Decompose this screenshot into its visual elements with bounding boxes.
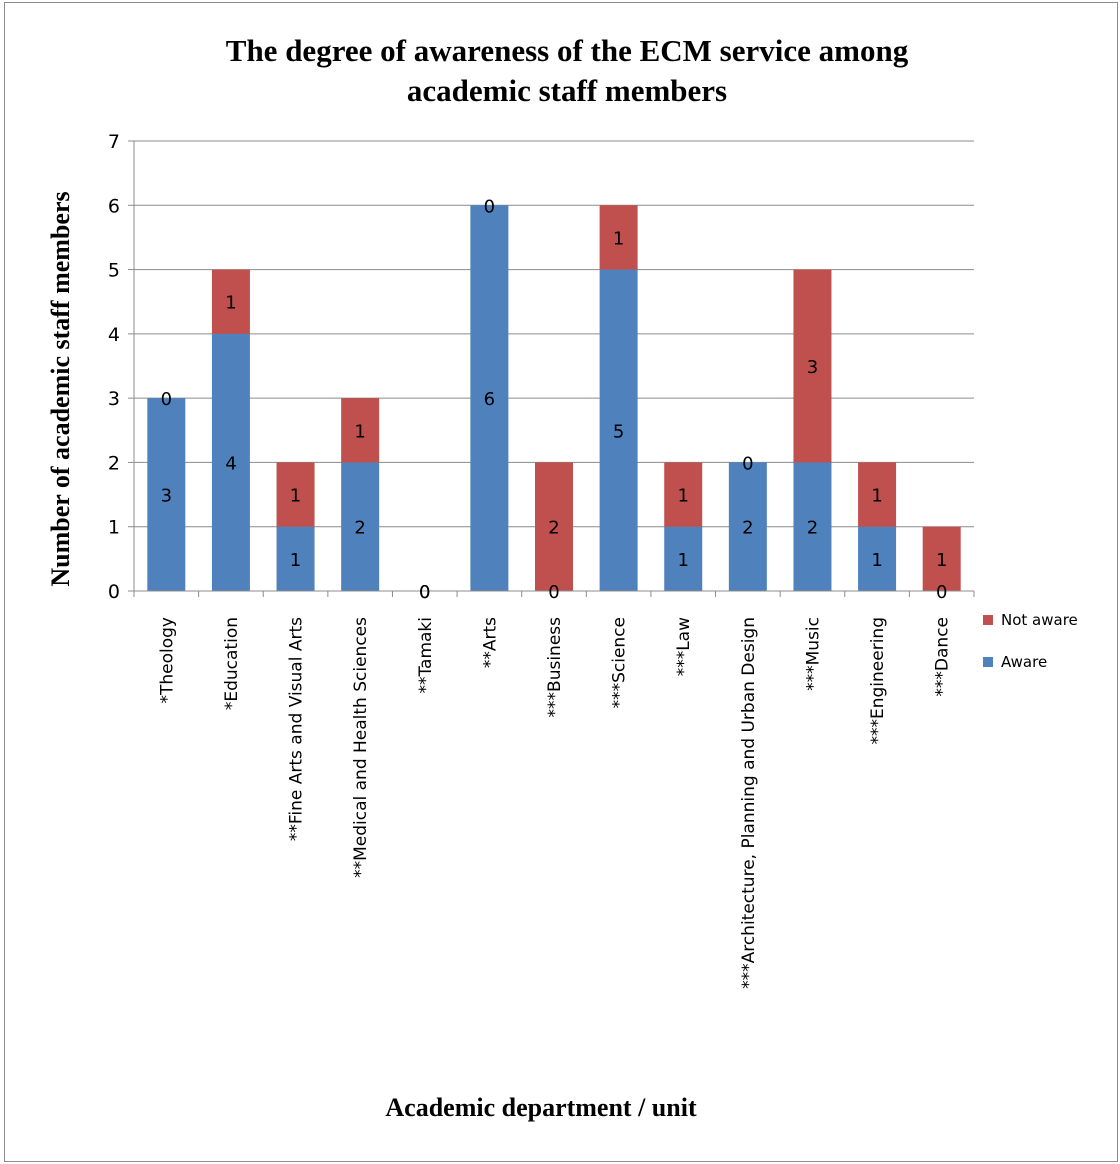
data-label-not-aware: 0 <box>742 453 753 474</box>
data-label-aware: 6 <box>484 389 495 410</box>
bar-aware-8 <box>664 526 703 591</box>
tick-labels: 0 1 2 3 4 5 6 7 *Theology *Education **Fine Arts a… <box>108 131 953 989</box>
data-label-not-aware: 3 <box>807 357 818 378</box>
legend-label-not-aware: Not aware <box>1001 611 1078 629</box>
bar-aware-3 <box>341 462 380 591</box>
data-label-not-aware: 1 <box>678 486 689 507</box>
y-axis-title: Number of academic staff members <box>46 191 75 586</box>
x-category-label: **Arts <box>480 617 500 668</box>
y-tick-label: 0 <box>108 581 120 603</box>
y-tick-label: 1 <box>108 517 120 539</box>
data-label-aware: 2 <box>742 518 753 539</box>
bar-not-aware-3 <box>341 398 380 463</box>
x-axis-title: Academic department / unit <box>385 1093 697 1122</box>
bar-not-aware-7 <box>599 205 638 270</box>
data-label-not-aware: 1 <box>290 486 301 507</box>
data-label-not-aware: 0 <box>419 582 430 603</box>
chart-frame: The degree of awareness of the ECM servi… <box>4 2 1118 1162</box>
y-tick-label: 2 <box>108 452 120 474</box>
data-label-aware: 1 <box>290 550 301 571</box>
x-category-label: ***Law <box>674 617 694 676</box>
chart-title-line-2: academic staff members <box>407 73 727 108</box>
x-category-label: ***Dance <box>933 617 953 697</box>
data-label-aware: 2 <box>354 518 365 539</box>
x-category-label: *Theology <box>157 617 177 704</box>
bar-aware-1 <box>211 333 250 591</box>
x-category-label: ***Engineering <box>868 617 888 745</box>
data-label-aware: 5 <box>613 421 624 442</box>
data-label-aware: 0 <box>419 582 430 603</box>
data-label-not-aware: 1 <box>225 293 236 314</box>
data-label-not-aware: 2 <box>548 518 559 539</box>
x-category-label: ***Music <box>803 617 823 691</box>
bar-aware-0 <box>147 398 186 591</box>
data-label-not-aware: 1 <box>871 486 882 507</box>
x-category-label: *Education <box>222 617 242 710</box>
y-tick-label: 5 <box>108 260 120 282</box>
x-category-label: **Medical and Health Sciences <box>351 617 371 878</box>
y-tick-label: 7 <box>108 131 120 153</box>
data-label-aware: 0 <box>548 582 559 603</box>
legend-swatch-not-aware <box>983 615 993 625</box>
data-label-aware: 3 <box>161 486 172 507</box>
bar-aware-9 <box>728 462 767 591</box>
y-tick-label: 4 <box>108 324 120 346</box>
bar-not-aware-6 <box>535 462 573 591</box>
bars <box>147 205 961 592</box>
bar-aware-2 <box>276 526 315 591</box>
bar-not-aware-8 <box>664 462 703 527</box>
chart-svg: The degree of awareness of the ECM servi… <box>46 33 1078 1122</box>
data-label-not-aware: 0 <box>161 389 172 410</box>
data-label-not-aware: 1 <box>354 421 365 442</box>
x-category-label: ***Architecture, Planning and Urban Desi… <box>739 617 759 989</box>
legend-label-aware: Aware <box>1001 653 1047 671</box>
data-label-aware: 2 <box>807 518 818 539</box>
bar-not-aware-11 <box>858 462 897 527</box>
x-category-label: **Tamaki <box>416 617 436 694</box>
data-label-not-aware: 1 <box>936 550 947 571</box>
data-label-not-aware: 1 <box>613 228 624 249</box>
legend-swatch-aware <box>983 657 993 667</box>
bar-not-aware-10 <box>793 269 832 463</box>
axes <box>128 140 975 597</box>
bar-aware-10 <box>793 462 832 591</box>
data-label-aware: 1 <box>871 550 882 571</box>
bar-aware-7 <box>599 269 638 591</box>
bar-aware-5 <box>470 205 509 592</box>
bar-not-aware-12 <box>922 526 961 591</box>
x-category-label: ***Business <box>545 617 565 718</box>
bar-aware-11 <box>858 526 897 591</box>
bar-not-aware-2 <box>276 462 315 527</box>
y-tick-label: 6 <box>108 195 120 217</box>
data-label-aware: 1 <box>678 550 689 571</box>
data-label-not-aware: 0 <box>484 196 495 217</box>
data-label-aware: 4 <box>225 453 236 474</box>
data-label-aware: 0 <box>936 582 947 603</box>
x-category-label: ***Science <box>610 617 630 708</box>
gridlines <box>134 140 974 528</box>
x-category-label: **Fine Arts and Visual Arts <box>287 617 307 841</box>
chart-title-line-1: The degree of awareness of the ECM servi… <box>226 33 909 68</box>
y-tick-label: 3 <box>108 388 120 410</box>
bar-not-aware-1 <box>211 269 250 334</box>
legend: Not aware Aware <box>983 611 1078 671</box>
